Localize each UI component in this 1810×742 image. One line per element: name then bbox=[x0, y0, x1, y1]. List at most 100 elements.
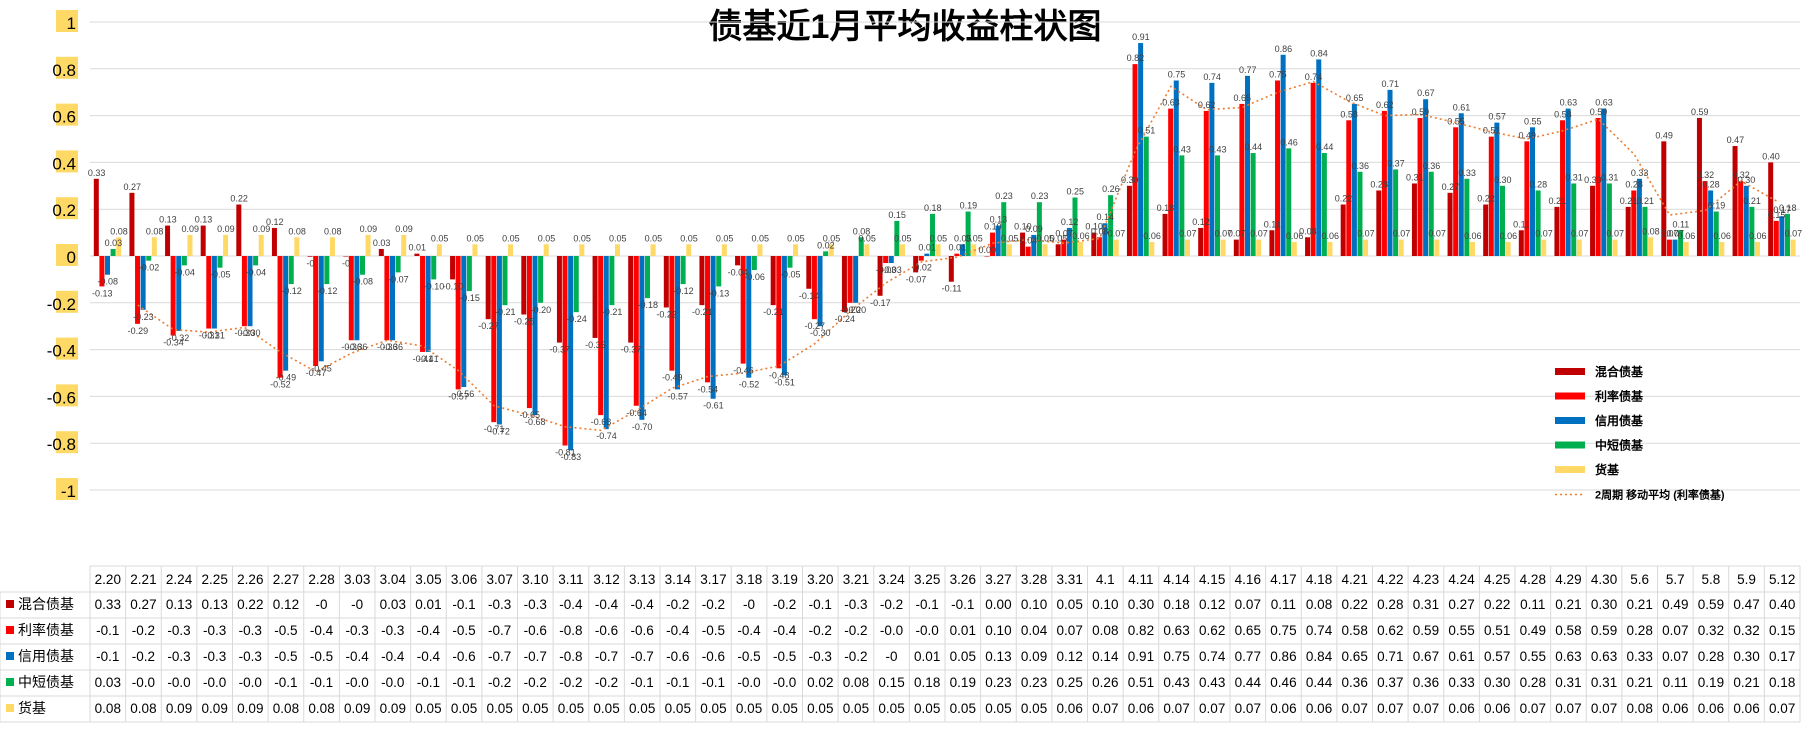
bar bbox=[995, 225, 1001, 256]
data-label: 0.28 bbox=[1530, 179, 1548, 189]
category-label: 3.10 bbox=[522, 572, 548, 587]
data-label: 0.58 bbox=[1554, 109, 1572, 119]
data-label: 0.19 bbox=[1708, 201, 1726, 211]
category-label: 2.26 bbox=[237, 572, 263, 587]
table-cell: -0.2 bbox=[880, 597, 903, 612]
bar bbox=[1357, 171, 1363, 256]
bar bbox=[1428, 171, 1434, 256]
category-label: 3.25 bbox=[914, 572, 940, 587]
data-label: -0.04 bbox=[246, 267, 267, 277]
bar bbox=[841, 256, 847, 313]
table-cell: -0 bbox=[316, 597, 328, 612]
bar bbox=[110, 248, 116, 256]
bar bbox=[1648, 237, 1654, 256]
data-label: -0.51 bbox=[774, 377, 795, 387]
bar bbox=[568, 256, 574, 451]
table-cell: -0.3 bbox=[346, 623, 369, 638]
bar bbox=[359, 256, 365, 275]
data-label: 0.06 bbox=[1749, 231, 1767, 241]
data-label: 0.36 bbox=[1352, 161, 1370, 171]
data-label: 0.74 bbox=[1305, 72, 1323, 82]
table-cell: 0.33 bbox=[1627, 649, 1653, 664]
bar bbox=[1126, 185, 1132, 256]
data-label: 0.31 bbox=[1565, 172, 1583, 182]
bar bbox=[384, 256, 390, 341]
table-cell: 0.05 bbox=[1021, 701, 1047, 716]
table-cell: 0.55 bbox=[1520, 649, 1546, 664]
bar bbox=[187, 234, 193, 256]
bar bbox=[1001, 202, 1007, 256]
table-cell: -0.1 bbox=[96, 649, 119, 664]
bar bbox=[1280, 54, 1286, 257]
data-label: -0.64 bbox=[626, 408, 647, 418]
data-label: 0.36 bbox=[1423, 161, 1441, 171]
chart-title: 债基近1月平均收益柱状图 bbox=[709, 8, 1102, 46]
category-label: 4.22 bbox=[1377, 572, 1403, 587]
table-cell: 0.26 bbox=[1092, 675, 1118, 690]
table-cell: 0.00 bbox=[985, 597, 1011, 612]
table-cell: 0.23 bbox=[1021, 675, 1047, 690]
data-label: 0.07 bbox=[1228, 229, 1246, 239]
table-cell: -0.2 bbox=[132, 623, 155, 638]
data-label: -0.68 bbox=[525, 417, 546, 427]
bar bbox=[1631, 190, 1637, 256]
bar bbox=[348, 256, 354, 341]
bar bbox=[716, 256, 722, 287]
table-cell: 0.71 bbox=[1377, 649, 1403, 664]
data-label: 0.05 bbox=[954, 233, 972, 243]
table-cell: 0.10 bbox=[1021, 597, 1047, 612]
data-label: -0.15 bbox=[459, 293, 480, 303]
y-tick-label-background bbox=[56, 10, 78, 32]
data-label: 0.43 bbox=[1173, 144, 1191, 154]
bar bbox=[543, 244, 549, 256]
bar bbox=[1096, 237, 1102, 256]
bar bbox=[1321, 153, 1327, 256]
bar bbox=[894, 220, 900, 256]
table-cell: 0.61 bbox=[1448, 649, 1474, 664]
bar bbox=[1233, 239, 1239, 256]
bar bbox=[283, 256, 289, 371]
data-label: -0.13 bbox=[709, 288, 730, 298]
bar bbox=[776, 256, 782, 369]
bar bbox=[592, 256, 598, 338]
legend-label: 混合债基 bbox=[1595, 364, 1644, 379]
data-label: 0.01 bbox=[948, 243, 966, 253]
bar bbox=[1636, 178, 1642, 256]
category-label: 5.9 bbox=[1737, 572, 1756, 587]
bar bbox=[1784, 213, 1790, 256]
data-label: 0.62 bbox=[1376, 100, 1394, 110]
bar bbox=[1245, 75, 1251, 256]
data-label: 0.11 bbox=[1513, 219, 1530, 229]
data-label: 0.65 bbox=[1346, 93, 1364, 103]
bar bbox=[1132, 64, 1138, 257]
table-cell: -0.0 bbox=[132, 675, 155, 690]
table-cell: 0.06 bbox=[1306, 701, 1332, 716]
bar bbox=[628, 256, 634, 343]
data-label: 0.08 bbox=[853, 226, 871, 236]
table-cell: 0.21 bbox=[1627, 597, 1653, 612]
category-label: 3.05 bbox=[415, 572, 441, 587]
bar bbox=[151, 237, 157, 256]
bar bbox=[853, 256, 859, 303]
data-label: -0.21 bbox=[602, 307, 623, 317]
bar bbox=[1411, 183, 1417, 256]
data-label: 0.07 bbox=[1357, 229, 1375, 239]
data-label: 0.06 bbox=[1143, 231, 1161, 241]
bar bbox=[277, 256, 283, 378]
data-label: 0.03 bbox=[373, 238, 391, 248]
table-cell: 0.33 bbox=[95, 597, 121, 612]
category-label: 4.23 bbox=[1413, 572, 1439, 587]
data-label: 0.22 bbox=[230, 194, 248, 204]
bar bbox=[1250, 153, 1256, 256]
bar bbox=[1113, 239, 1119, 256]
bar bbox=[206, 256, 212, 329]
bar bbox=[1305, 237, 1311, 256]
table-cell: -0.1 bbox=[666, 675, 689, 690]
y-tick-label: -0.2 bbox=[47, 295, 76, 314]
table-cell: -0.0 bbox=[381, 675, 404, 690]
table-cell: 0.07 bbox=[1413, 701, 1439, 716]
table-cell: 0.65 bbox=[1235, 623, 1261, 638]
data-label: -0.20 bbox=[531, 305, 552, 315]
bar bbox=[751, 256, 757, 271]
table-cell: -0.1 bbox=[452, 675, 475, 690]
